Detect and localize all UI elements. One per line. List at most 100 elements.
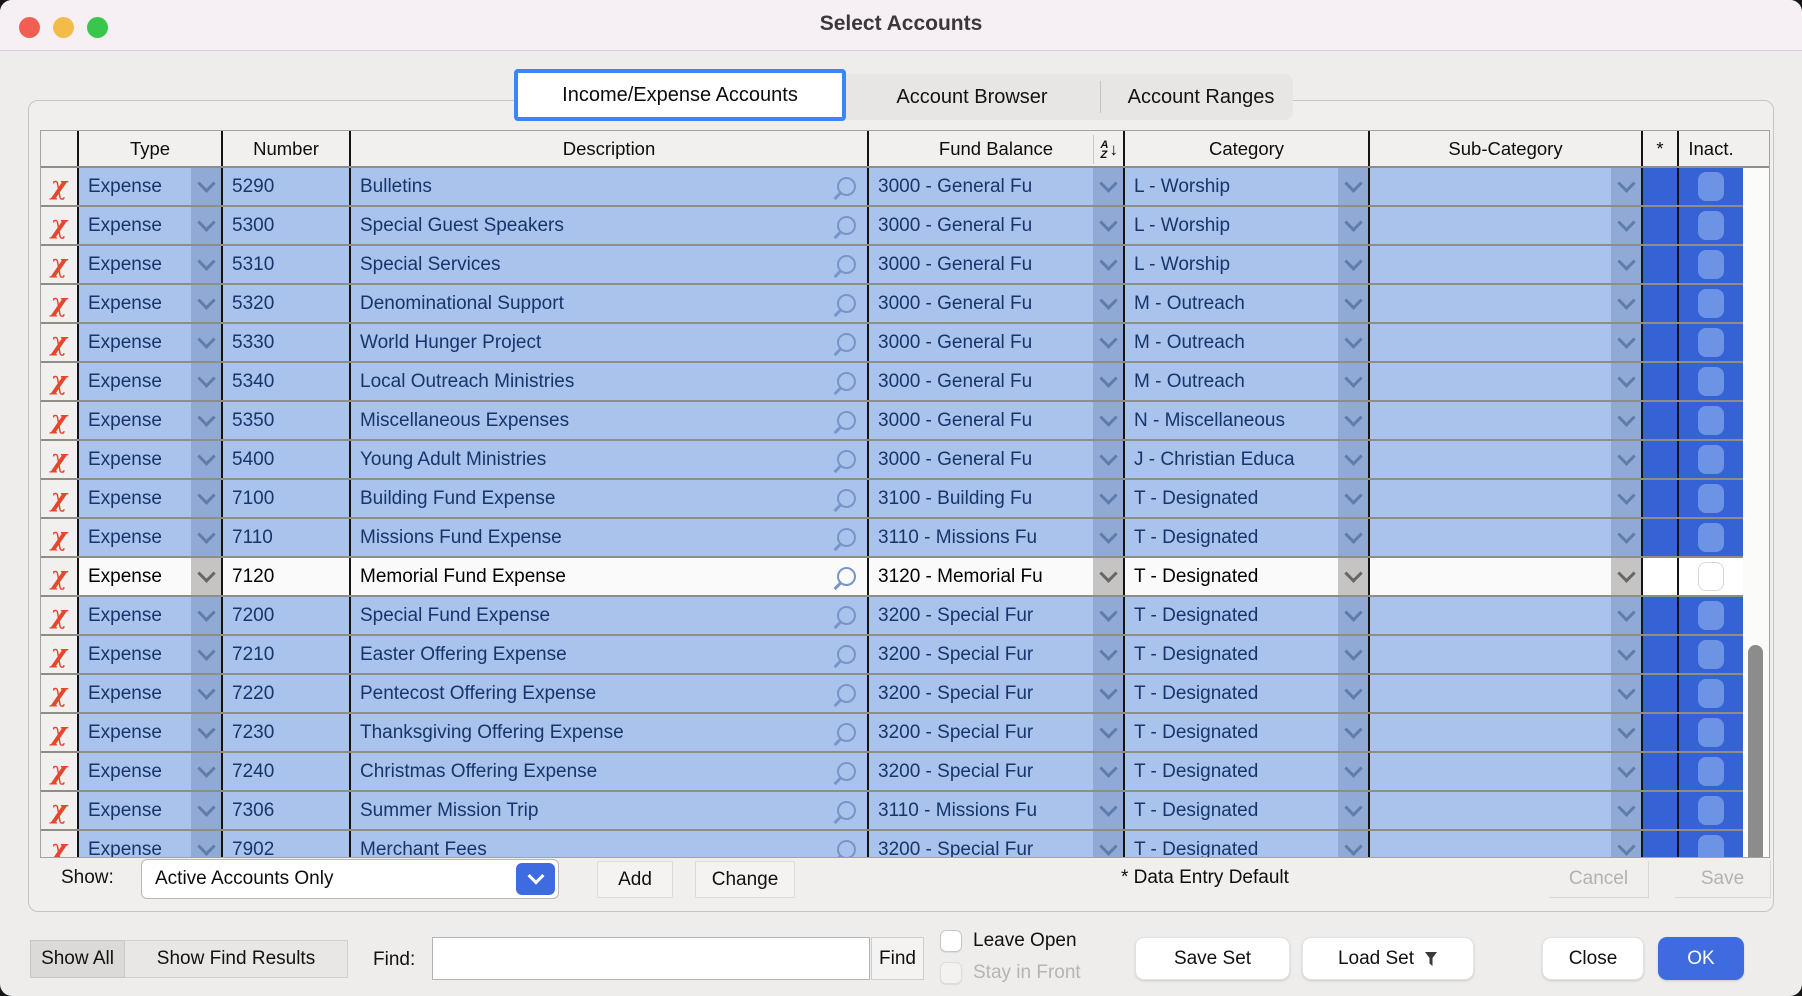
description-cell[interactable]: Pentecost Offering Expense: [360, 682, 597, 704]
add-button[interactable]: Add: [597, 861, 673, 898]
chevron-down-icon[interactable]: [1611, 480, 1641, 517]
table-row[interactable]: χ Expense 5330 World Hunger Project 3000…: [41, 324, 1769, 363]
description-cell[interactable]: Special Services: [360, 253, 501, 275]
inactive-checkbox[interactable]: [1698, 484, 1724, 513]
chevron-down-icon[interactable]: [1338, 675, 1368, 712]
number-cell[interactable]: 7902: [223, 831, 349, 857]
description-cell[interactable]: Christmas Offering Expense: [360, 760, 598, 782]
search-icon[interactable]: [837, 216, 856, 235]
delete-icon[interactable]: χ: [50, 795, 68, 824]
fund-balance-dropdown[interactable]: 3000 - General Fu: [869, 246, 1123, 283]
description-cell[interactable]: Special Guest Speakers: [360, 214, 564, 236]
change-button[interactable]: Change: [695, 861, 795, 898]
category-dropdown[interactable]: M - Outreach: [1125, 285, 1368, 322]
fund-balance-dropdown[interactable]: 3110 - Missions Fu: [869, 792, 1123, 829]
data-entry-default-cell[interactable]: [1641, 831, 1677, 857]
search-icon[interactable]: [837, 528, 856, 547]
chevron-down-icon[interactable]: [191, 285, 221, 322]
data-entry-default-cell[interactable]: [1641, 168, 1677, 205]
table-row[interactable]: χ Expense 5300 Special Guest Speakers 30…: [41, 207, 1769, 246]
inactive-checkbox[interactable]: [1698, 757, 1724, 786]
minimize-window-button[interactable]: [53, 17, 74, 38]
table-row[interactable]: χ Expense 7306 Summer Mission Trip 3110 …: [41, 792, 1769, 831]
show-find-results-button[interactable]: Show Find Results: [125, 940, 348, 978]
data-entry-default-cell[interactable]: [1641, 519, 1677, 556]
delete-icon[interactable]: χ: [50, 717, 68, 746]
sub-category-dropdown[interactable]: [1370, 753, 1641, 790]
show-filter-dropdown[interactable]: Active Accounts Only: [141, 859, 559, 899]
delete-icon[interactable]: χ: [50, 561, 68, 590]
table-row[interactable]: χ Expense 7902 Merchant Fees 3200 - Spec…: [41, 831, 1769, 858]
sub-category-dropdown[interactable]: [1370, 246, 1641, 283]
number-cell[interactable]: 5350: [223, 402, 349, 439]
chevron-down-icon[interactable]: [1611, 285, 1641, 322]
category-dropdown[interactable]: T - Designated: [1125, 636, 1368, 673]
category-dropdown[interactable]: J - Christian Educa: [1125, 441, 1368, 478]
chevron-down-icon[interactable]: [1611, 636, 1641, 673]
chevron-down-icon[interactable]: [1611, 207, 1641, 244]
search-icon[interactable]: [837, 177, 856, 196]
delete-icon[interactable]: χ: [50, 483, 68, 512]
sub-category-dropdown[interactable]: [1370, 519, 1641, 556]
search-icon[interactable]: [837, 255, 856, 274]
sub-category-dropdown[interactable]: [1370, 714, 1641, 751]
chevron-down-icon[interactable]: [1611, 246, 1641, 283]
delete-icon[interactable]: χ: [50, 171, 68, 200]
chevron-down-icon[interactable]: [1338, 324, 1368, 361]
data-entry-default-cell[interactable]: [1641, 402, 1677, 439]
chevron-down-icon[interactable]: [1611, 792, 1641, 829]
chevron-down-icon[interactable]: [1338, 402, 1368, 439]
table-row[interactable]: χ Expense 7220 Pentecost Offering Expens…: [41, 675, 1769, 714]
description-cell[interactable]: Missions Fund Expense: [360, 526, 562, 548]
chevron-down-icon[interactable]: [191, 402, 221, 439]
fund-balance-dropdown[interactable]: 3100 - Building Fu: [869, 480, 1123, 517]
description-cell[interactable]: Building Fund Expense: [360, 487, 556, 509]
sub-category-dropdown[interactable]: [1370, 675, 1641, 712]
leave-open-checkbox[interactable]: [940, 930, 962, 952]
chevron-down-icon[interactable]: [1093, 714, 1123, 751]
type-dropdown[interactable]: Expense: [79, 246, 221, 283]
category-dropdown[interactable]: T - Designated: [1125, 792, 1368, 829]
table-row[interactable]: χ Expense 5340 Local Outreach Ministries…: [41, 363, 1769, 402]
fund-balance-dropdown[interactable]: 3200 - Special Fur: [869, 675, 1123, 712]
chevron-down-icon[interactable]: [1338, 831, 1368, 857]
type-dropdown[interactable]: Expense: [79, 519, 221, 556]
fund-balance-dropdown[interactable]: 3000 - General Fu: [869, 207, 1123, 244]
chevron-down-icon[interactable]: [1611, 402, 1641, 439]
table-row[interactable]: χ Expense 7200 Special Fund Expense 3200…: [41, 597, 1769, 636]
description-cell[interactable]: Merchant Fees: [360, 838, 487, 858]
header-description[interactable]: Description: [349, 131, 867, 166]
chevron-down-icon[interactable]: [191, 714, 221, 751]
chevron-down-icon[interactable]: [1093, 168, 1123, 205]
search-icon[interactable]: [837, 684, 856, 703]
type-dropdown[interactable]: Expense: [79, 324, 221, 361]
chevron-down-icon[interactable]: [191, 246, 221, 283]
type-dropdown[interactable]: Expense: [79, 558, 221, 595]
inactive-checkbox[interactable]: [1698, 523, 1724, 552]
ok-button[interactable]: OK: [1658, 937, 1744, 980]
number-cell[interactable]: 7230: [223, 714, 349, 751]
chevron-down-icon[interactable]: [1093, 753, 1123, 790]
chevron-down-icon[interactable]: [1093, 831, 1123, 857]
table-row[interactable]: χ Expense 5320 Denominational Support 30…: [41, 285, 1769, 324]
chevron-down-icon[interactable]: [191, 831, 221, 857]
type-dropdown[interactable]: Expense: [79, 831, 221, 857]
header-sub-category[interactable]: Sub-Category: [1368, 131, 1641, 166]
chevron-down-icon[interactable]: [1093, 636, 1123, 673]
description-cell[interactable]: Denominational Support: [360, 292, 564, 314]
fund-balance-dropdown[interactable]: 3000 - General Fu: [869, 441, 1123, 478]
category-dropdown[interactable]: M - Outreach: [1125, 363, 1368, 400]
chevron-down-icon[interactable]: [191, 597, 221, 634]
number-cell[interactable]: 7306: [223, 792, 349, 829]
search-icon[interactable]: [837, 294, 856, 313]
chevron-down-icon[interactable]: [1338, 207, 1368, 244]
category-dropdown[interactable]: L - Worship: [1125, 207, 1368, 244]
header-number[interactable]: Number: [221, 131, 349, 166]
chevron-down-icon[interactable]: [1338, 636, 1368, 673]
data-entry-default-cell[interactable]: [1641, 753, 1677, 790]
sub-category-dropdown[interactable]: [1370, 168, 1641, 205]
cancel-button[interactable]: Cancel: [1549, 861, 1649, 898]
search-icon[interactable]: [837, 567, 856, 586]
chevron-down-icon[interactable]: [1338, 168, 1368, 205]
